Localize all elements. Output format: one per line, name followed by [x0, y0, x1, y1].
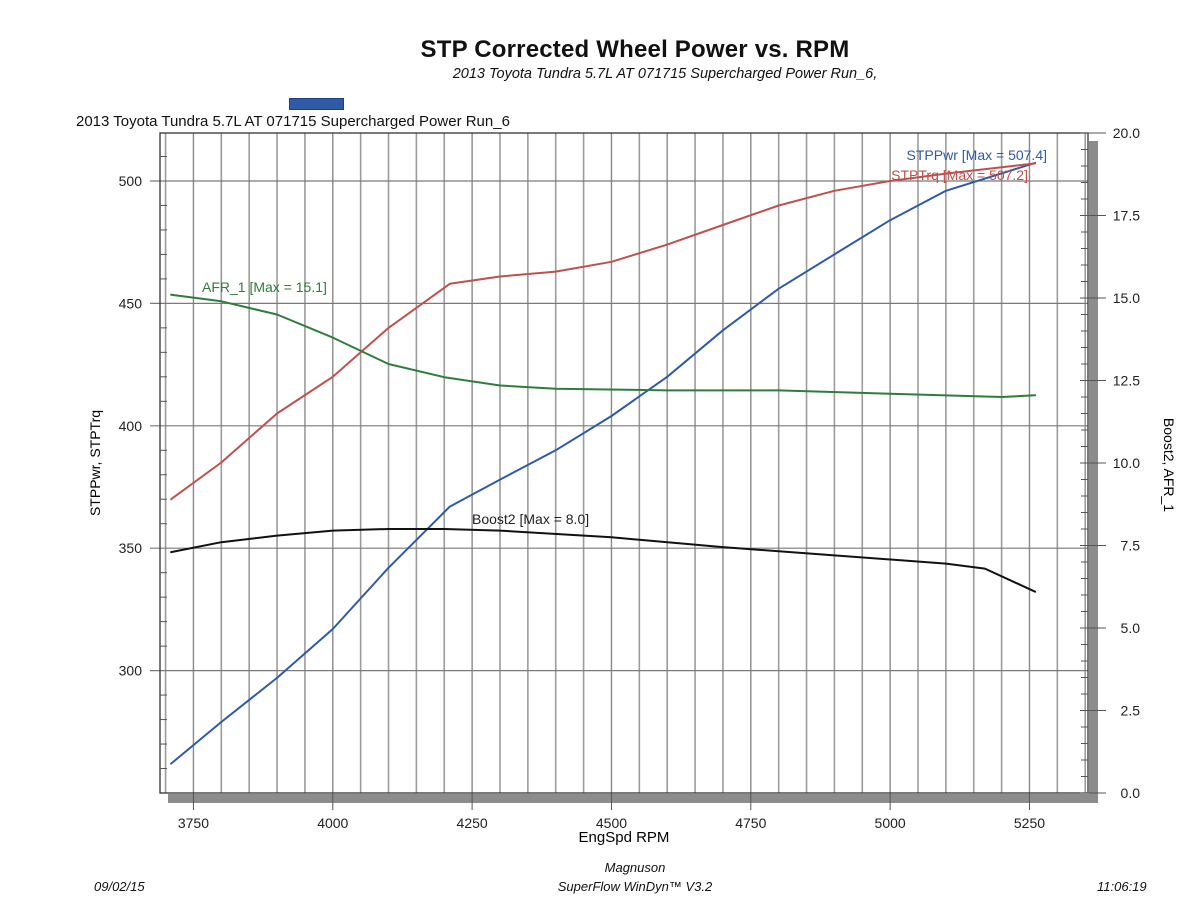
series-labels: STPPwr [Max = 507.4] STPTrq [Max = 507.2]… [202, 147, 1047, 527]
y2-tick-label: 20.0 [1113, 125, 1140, 141]
legend-label: 2013 Toyota Tundra 5.7L AT 071715 Superc… [76, 113, 510, 130]
series-line-stptrq [170, 162, 1037, 501]
series-label-afr-1: AFR_1 [Max = 15.1] [202, 279, 327, 295]
chart-title: STP Corrected Wheel Power vs. RPM [420, 36, 850, 63]
x-tick-label: 3750 [178, 815, 209, 831]
y2-tick-label: 10.0 [1113, 455, 1140, 471]
y-tick-label: 450 [119, 295, 143, 311]
series-label-stptrq: STPTrq [Max = 507.2] [891, 167, 1028, 183]
legend-swatch [289, 98, 344, 110]
series-lines [170, 161, 1037, 765]
x-axis-ticks: 3750 4000 4250 4500 4750 5000 5250 [178, 793, 1045, 831]
x-tick-label: 4750 [735, 815, 766, 831]
series-label-boost2: Boost2 [Max = 8.0] [472, 511, 589, 527]
series-line-afr-1 [170, 293, 1037, 398]
frame-shadow-bottom [168, 794, 1098, 803]
series-label-stppwr: STPPwr [Max = 507.4] [907, 147, 1047, 163]
y2-tick-label: 0.0 [1121, 785, 1141, 801]
y2-tick-label: 12.5 [1113, 373, 1140, 389]
x-axis-label: EngSpd RPM [579, 829, 670, 846]
y2-tick-label: 7.5 [1121, 538, 1141, 554]
y-tick-label: 350 [119, 540, 143, 556]
y2-tick-label: 17.5 [1113, 208, 1140, 224]
footer-date: 09/02/15 [94, 879, 145, 894]
footer-time: 11:06:19 [1097, 879, 1147, 894]
chart-subtitle: 2013 Toyota Tundra 5.7L AT 071715 Superc… [452, 66, 878, 82]
y2-axis-label: Boost2, AFR_1 [1161, 418, 1177, 512]
y-tick-label: 500 [119, 173, 143, 189]
plot-border [159, 132, 1089, 794]
grid [150, 133, 1088, 793]
y-tick-label: 300 [119, 663, 143, 679]
x-tick-label: 5000 [875, 815, 906, 831]
y2-tick-label: 2.5 [1121, 703, 1141, 719]
series-line-boost2 [170, 528, 1037, 593]
y2-tick-label: 5.0 [1121, 620, 1141, 636]
x-tick-label: 5250 [1014, 815, 1045, 831]
y2-axis-ticks: 0.0 2.5 5.0 7.5 10.0 12.5 15.0 17.5 20.0 [1080, 125, 1140, 801]
y-tick-label: 400 [119, 418, 143, 434]
x-tick-label: 4250 [457, 815, 488, 831]
y-axis-label: STPPwr, STPTrq [87, 410, 103, 516]
footer-company: Magnuson [604, 860, 666, 875]
series-line-stppwr [170, 161, 1037, 765]
plot-frame [159, 132, 1098, 803]
y2-tick-label: 15.0 [1113, 290, 1140, 306]
x-tick-label: 4000 [317, 815, 348, 831]
frame-shadow-right [1089, 141, 1098, 803]
y-axis-ticks: 300 350 400 450 500 [119, 173, 143, 679]
x-tick-label: 4500 [596, 815, 627, 831]
footer-software: SuperFlow WinDyn™ V3.2 [557, 879, 713, 894]
